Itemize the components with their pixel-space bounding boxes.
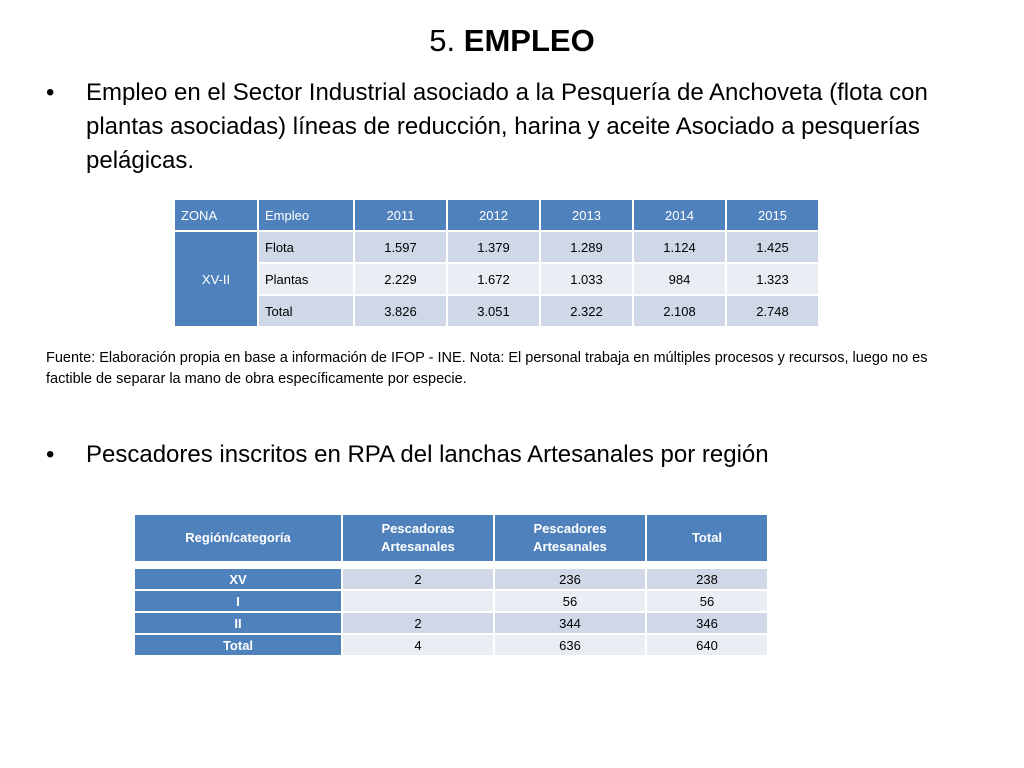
bullet-dot: • (46, 79, 55, 106)
region-cell: II (133, 611, 343, 635)
value-cell: 238 (645, 567, 769, 591)
table-row: XV-II Flota 1.597 1.379 1.289 1.124 1.42… (173, 230, 820, 328)
table-row: II 2 344 346 (133, 611, 769, 635)
value-cell: 346 (645, 611, 769, 635)
value-cell: 236 (493, 567, 647, 591)
value-cell: 636 (493, 633, 647, 657)
fishers-table-header: Región/categoría Pescadoras Artesanales … (133, 513, 769, 563)
value-cell: 1.425 (725, 230, 820, 264)
region-cell: I (133, 589, 343, 613)
value-cell: 1.379 (446, 230, 541, 264)
header-pescadoras-line1: Pescadoras (381, 521, 455, 536)
value-cell: 2.322 (539, 294, 634, 328)
fishers-table: Región/categoría Pescadoras Artesanales … (133, 513, 769, 657)
value-cell: 2.108 (632, 294, 727, 328)
table-row: Plantas 2.229 1.672 1.033 984 1.323 (174, 262, 820, 296)
value-cell: 2 (341, 611, 495, 635)
source-note: Fuente: Elaboración propia en base a inf… (46, 350, 928, 387)
value-cell: 1.124 (632, 230, 727, 264)
value-cell: 56 (493, 589, 647, 613)
header-empleo: Empleo (257, 198, 355, 232)
value-cell: 984 (632, 262, 727, 296)
header-2012: 2012 (446, 198, 541, 232)
header-pescadoras: Pescadoras Artesanales (341, 513, 495, 563)
bullet-fishers-text: Pescadores inscritos en RPA del lanchas … (86, 441, 769, 468)
value-cell: 4 (341, 633, 495, 657)
value-cell: 3.051 (446, 294, 541, 328)
table-row: XV 2 236 238 (133, 567, 769, 591)
header-2014: 2014 (632, 198, 727, 232)
value-cell: 1.597 (353, 230, 448, 264)
header-2011: 2011 (353, 198, 448, 232)
value-cell: 2 (341, 567, 495, 591)
header-total: Total (645, 513, 769, 563)
bullet-dot: • (46, 441, 55, 468)
region-cell: XV (133, 567, 343, 591)
header-pescadores-line1: Pescadores (533, 521, 607, 536)
header-2013: 2013 (539, 198, 634, 232)
value-cell: 1.289 (539, 230, 634, 264)
value-cell: 56 (645, 589, 769, 613)
slide-title: 5. EMPLEO (0, 22, 1024, 60)
employment-table-header: ZONA Empleo 2011 2012 2013 2014 2015 (173, 198, 820, 232)
region-cell: Total (133, 633, 343, 657)
value-cell: 1.033 (539, 262, 634, 296)
value-cell (341, 589, 495, 613)
table-row: I 56 56 (133, 589, 769, 613)
header-pescadoras-line2: Artesanales (381, 539, 455, 554)
title-word: EMPLEO (463, 23, 595, 58)
header-pescadores-line2: Artesanales (533, 539, 607, 554)
value-cell: 640 (645, 633, 769, 657)
bullet-employment: • Empleo en el Sector Industrial asociad… (46, 76, 976, 186)
header-pescadores: Pescadores Artesanales (493, 513, 647, 563)
table-row: Total 4 636 640 (133, 633, 769, 657)
value-cell: 2.748 (725, 294, 820, 328)
bullet-employment-text: Empleo en el Sector Industrial asociado … (86, 79, 928, 174)
row-label: Flota (257, 230, 355, 264)
header-region: Región/categoría (133, 513, 343, 563)
value-cell: 2.229 (353, 262, 448, 296)
header-2015: 2015 (725, 198, 820, 232)
employment-table: ZONA Empleo 2011 2012 2013 2014 2015 XV-… (173, 198, 820, 328)
value-cell: 344 (493, 611, 647, 635)
header-zona: ZONA (173, 198, 259, 232)
header-gap (134, 562, 768, 568)
row-label: Plantas (257, 262, 355, 296)
table-row: Total 3.826 3.051 2.322 2.108 2.748 (174, 294, 820, 328)
title-number: 5. (429, 23, 456, 58)
value-cell: 1.323 (725, 262, 820, 296)
value-cell: 3.826 (353, 294, 448, 328)
row-label: Total (257, 294, 355, 328)
value-cell: 1.672 (446, 262, 541, 296)
bullet-fishers: • Pescadores inscritos en RPA del lancha… (46, 438, 976, 478)
zone-cell: XV-II (173, 230, 259, 328)
